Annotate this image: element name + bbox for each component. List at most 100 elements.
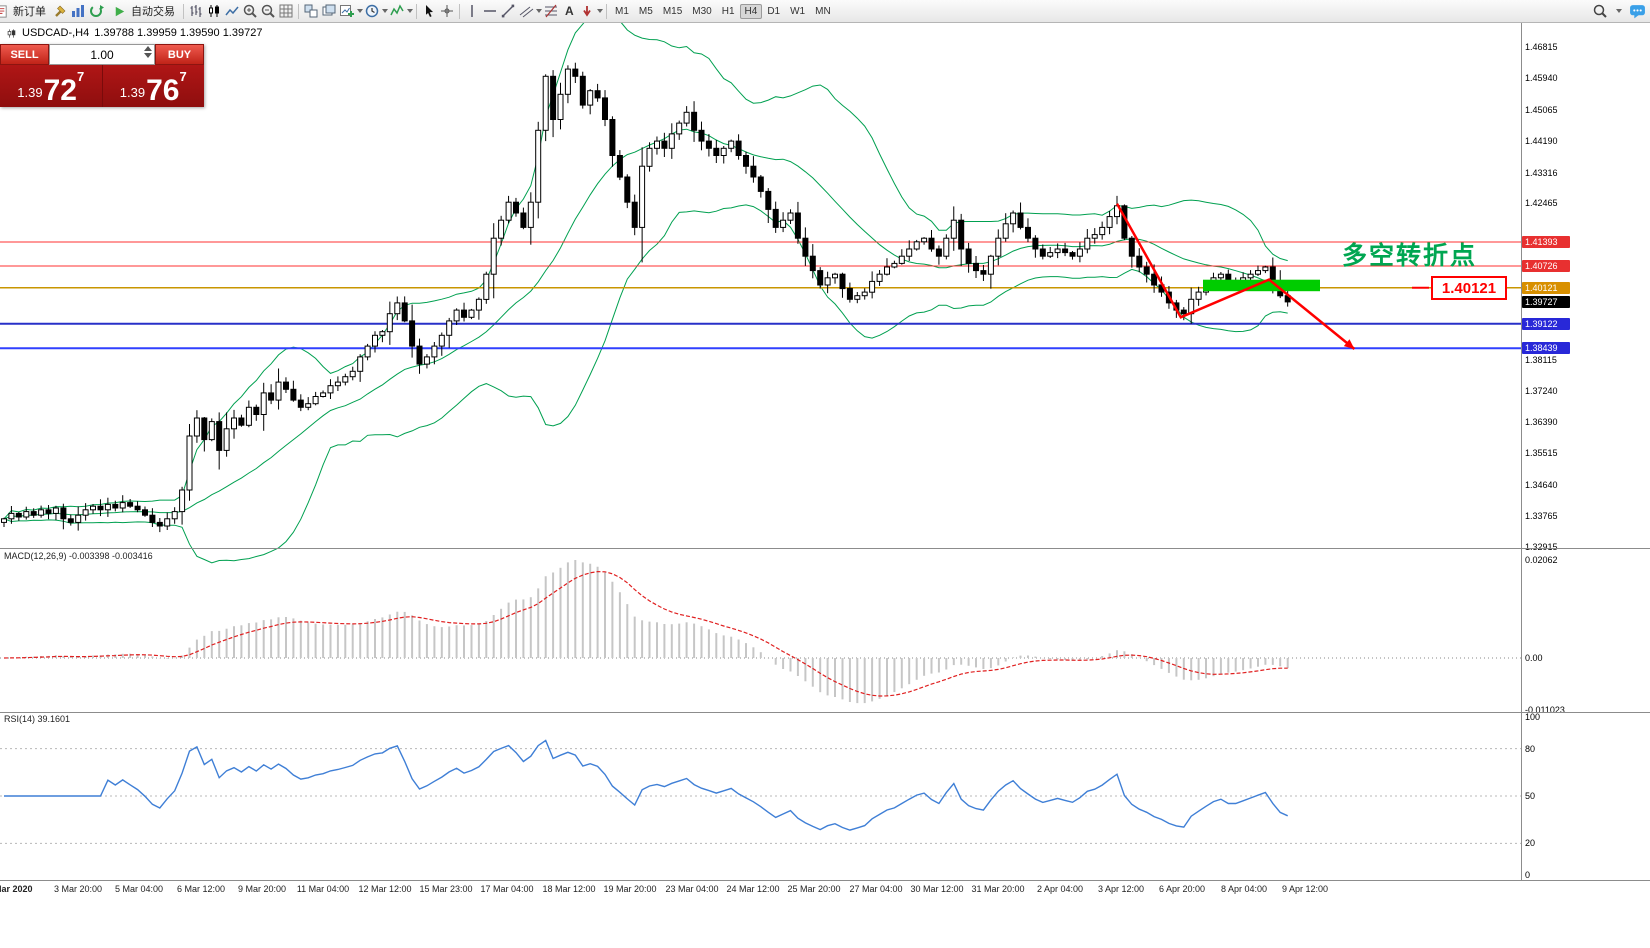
autotrade-play-icon [110, 2, 128, 20]
candlestick-chart-icon[interactable] [205, 2, 223, 20]
timeframe-d1[interactable]: D1 [767, 5, 781, 17]
buy-button[interactable]: BUY [155, 44, 204, 65]
svg-text:A: A [565, 4, 574, 18]
new-chart-dropdown-caret[interactable] [357, 9, 363, 13]
volume-value: 1.00 [90, 47, 114, 62]
time-tick: 5 Mar 04:00 [114, 884, 164, 894]
cascade-windows-icon[interactable] [320, 2, 338, 20]
volume-spinner[interactable] [144, 46, 152, 58]
time-tick: 9 Apr 12:00 [1281, 884, 1329, 894]
time-tick: 24 Mar 12:00 [726, 884, 780, 894]
time-tick: Mar 2020 [0, 884, 33, 894]
time-tick: 17 Mar 04:00 [480, 884, 534, 894]
price-tick: 1.32915 [1525, 542, 1558, 552]
symbol-period-label: USDCAD-,H4 [22, 27, 90, 39]
volume-input[interactable]: 1.00 [49, 44, 155, 65]
line-chart-icon[interactable] [223, 2, 241, 20]
fibonacci-icon[interactable] [542, 2, 560, 20]
period-dropdown-caret[interactable] [382, 9, 388, 13]
timeframe-h1[interactable]: H1 [721, 5, 735, 17]
timeframe-m5[interactable]: M5 [638, 5, 653, 17]
price-tick: 1.43316 [1525, 168, 1558, 178]
price-tick: 1.45065 [1525, 105, 1558, 115]
price-marker: 1.41393 [1522, 236, 1570, 248]
macd-axis-tick: 0.02062 [1525, 555, 1558, 565]
time-tick: 31 Mar 20:00 [971, 884, 1025, 894]
chart-symbol-icon [7, 28, 16, 38]
sell-price-big: 72 [43, 73, 77, 107]
price-tick: 1.44190 [1525, 136, 1558, 146]
time-tick: 19 Mar 20:00 [603, 884, 657, 894]
sell-button[interactable]: SELL [0, 44, 49, 65]
time-tick: 2 Apr 04:00 [1036, 884, 1084, 894]
search-icon[interactable] [1591, 2, 1609, 20]
price-tag-label[interactable]: 1.40121 [1431, 276, 1507, 300]
indicators-icon[interactable] [388, 2, 406, 20]
text-icon[interactable]: A [560, 2, 578, 20]
timeframe-w1[interactable]: W1 [790, 5, 806, 17]
chart-title: USDCAD-,H4 1.39788 1.39959 1.39590 1.397… [6, 27, 262, 39]
rsi-axis-tick: 0 [1525, 870, 1531, 880]
macd-label: MACD(12,26,9) -0.003398 -0.003416 [4, 551, 153, 561]
horizontal-line-icon[interactable] [481, 2, 499, 20]
price-divider [101, 65, 103, 107]
channel-dropdown-caret[interactable] [536, 9, 542, 13]
rsi-axis-tick: 100 [1525, 712, 1541, 722]
tools-hammer-icon[interactable] [51, 2, 69, 20]
market-watch-icon[interactable] [69, 2, 87, 20]
grid-icon[interactable] [277, 2, 295, 20]
buy-price[interactable]: 1.39 76 7 [103, 65, 205, 107]
period-clock-icon[interactable] [363, 2, 381, 20]
price-tick: 1.38115 [1525, 355, 1557, 365]
timeframe-m30[interactable]: M30 [692, 5, 712, 17]
price-tick: 1.33765 [1525, 511, 1558, 521]
price-tick: 1.34640 [1525, 480, 1558, 490]
price-tick: 1.35515 [1525, 448, 1558, 458]
new-order-button[interactable]: 新订单 [0, 1, 51, 21]
zoom-in-icon[interactable] [241, 2, 259, 20]
indicators-dropdown-caret[interactable] [407, 9, 413, 13]
trend-line-icon[interactable] [499, 2, 517, 20]
sell-price[interactable]: 1.39 72 7 [0, 65, 102, 107]
price-marker: 1.39727 [1522, 296, 1570, 308]
refresh-icon[interactable] [87, 2, 105, 20]
price-marker: 1.39122 [1522, 318, 1570, 330]
time-tick: 12 Mar 12:00 [358, 884, 412, 894]
macd-axis-tick: -0.011023 [1525, 705, 1565, 715]
new-chart-icon[interactable] [338, 2, 356, 20]
ohlc-bars-icon[interactable] [187, 2, 205, 20]
autotrade-button[interactable]: 自动交易 [105, 1, 180, 21]
toolbar-separator [606, 3, 607, 19]
rsi-axis-tick: 50 [1525, 791, 1536, 801]
price-marker: 1.40121 [1522, 282, 1570, 294]
search-dropdown-caret[interactable] [1616, 9, 1622, 13]
price-tick: 1.37240 [1525, 386, 1558, 396]
tile-windows-icon[interactable] [302, 2, 320, 20]
timeframe-h4[interactable]: H4 [739, 3, 763, 19]
toolbar-right-group [1591, 2, 1650, 20]
price-marker: 1.40726 [1522, 260, 1570, 272]
sell-price-small: 1.39 [17, 85, 43, 100]
timeframe-m1[interactable]: M1 [615, 5, 629, 17]
time-tick: 3 Mar 20:00 [53, 884, 103, 894]
turning-point-annotation[interactable]: 多空转折点 [1342, 242, 1478, 270]
timeframe-m15[interactable]: M15 [662, 5, 683, 17]
time-tick: 23 Mar 04:00 [665, 884, 719, 894]
crosshair-icon[interactable] [438, 2, 456, 20]
vertical-line-icon[interactable] [463, 2, 481, 20]
arrows-dropdown-caret[interactable] [597, 9, 603, 13]
time-tick: 8 Apr 04:00 [1220, 884, 1268, 894]
time-tick: 3 Apr 12:00 [1097, 884, 1145, 894]
cursor-icon[interactable] [420, 2, 438, 20]
ohlc-values: 1.39788 1.39959 1.39590 1.39727 [94, 27, 263, 39]
price-tick: 1.46815 [1525, 42, 1558, 52]
chat-icon[interactable] [1628, 2, 1646, 20]
zoom-out-icon[interactable] [259, 2, 277, 20]
timeframe-mn[interactable]: MN [815, 5, 831, 17]
arrows-icon[interactable] [578, 2, 596, 20]
rsi-label: RSI(14) 39.1601 [4, 714, 71, 724]
rsi-axis-tick: 80 [1525, 744, 1536, 754]
channel-icon[interactable] [517, 2, 535, 20]
time-tick: 6 Apr 20:00 [1158, 884, 1206, 894]
